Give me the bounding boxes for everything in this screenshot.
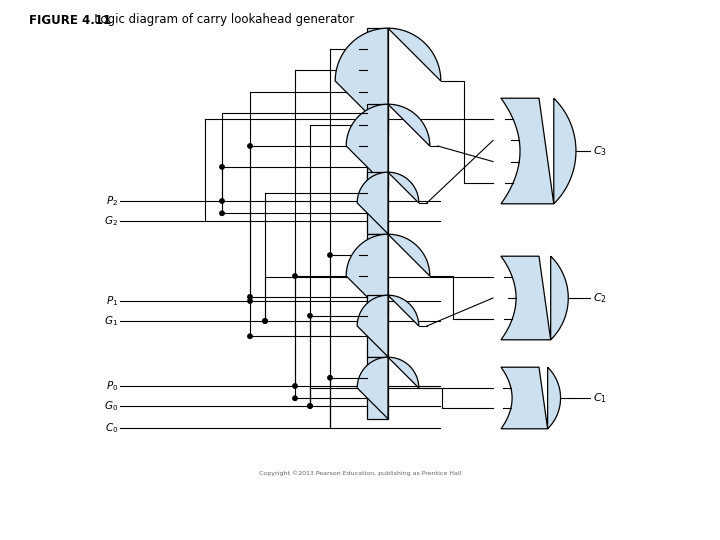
Circle shape: [248, 144, 252, 148]
Text: M. Morris Mano ■ Michael D. Ciletti: M. Morris Mano ■ Michael D. Ciletti: [151, 519, 287, 528]
Circle shape: [293, 384, 297, 388]
Text: $G_1$: $G_1$: [104, 314, 118, 328]
Polygon shape: [367, 234, 388, 318]
Circle shape: [293, 274, 297, 278]
Polygon shape: [367, 295, 388, 357]
Text: $C_3$: $C_3$: [593, 144, 607, 158]
Text: $C_1$: $C_1$: [593, 391, 607, 405]
Polygon shape: [501, 367, 561, 429]
Circle shape: [248, 334, 252, 339]
Text: $C_0$: $C_0$: [104, 421, 118, 435]
Polygon shape: [357, 295, 419, 357]
Polygon shape: [357, 172, 419, 234]
Text: $P_2$: $P_2$: [106, 194, 118, 208]
Text: Copyright ©2013 Pearson Education, publishing as Prentice Hall: Copyright ©2013 Pearson Education, publi…: [258, 470, 462, 476]
Text: ALWAYS LEARNING: ALWAYS LEARNING: [11, 509, 106, 517]
Circle shape: [308, 314, 312, 318]
Polygon shape: [501, 256, 568, 340]
Polygon shape: [367, 28, 388, 134]
Polygon shape: [346, 234, 430, 318]
Circle shape: [308, 404, 312, 408]
Text: $P_0$: $P_0$: [106, 379, 118, 393]
Circle shape: [293, 396, 297, 401]
Polygon shape: [367, 357, 388, 419]
Text: All rights reserved.: All rights reserved.: [468, 519, 541, 528]
Circle shape: [328, 253, 332, 257]
Circle shape: [248, 299, 252, 303]
Text: Logic diagram of carry lookahead generator: Logic diagram of carry lookahead generat…: [83, 14, 354, 26]
Circle shape: [308, 404, 312, 408]
Text: $P_1$: $P_1$: [106, 294, 118, 308]
Circle shape: [263, 319, 267, 323]
Text: $G_0$: $G_0$: [104, 399, 118, 413]
Circle shape: [220, 165, 224, 169]
Text: Copyright ©2013 by Pearson Education, Inc.: Copyright ©2013 by Pearson Education, In…: [468, 501, 639, 509]
Text: Digital Design: With an Introduction to the Verilog HDL, 5e: Digital Design: With an Introduction to …: [151, 501, 374, 509]
Polygon shape: [346, 104, 430, 188]
Polygon shape: [501, 98, 576, 204]
Text: PEARSON: PEARSON: [594, 504, 688, 522]
Circle shape: [248, 295, 252, 299]
Text: $G_2$: $G_2$: [104, 214, 118, 228]
Polygon shape: [357, 357, 419, 419]
Circle shape: [328, 375, 332, 380]
Polygon shape: [336, 28, 441, 134]
Circle shape: [220, 211, 224, 215]
Circle shape: [263, 319, 267, 323]
Text: $C_2$: $C_2$: [593, 291, 607, 305]
Circle shape: [220, 199, 224, 203]
Polygon shape: [367, 104, 388, 188]
Polygon shape: [367, 172, 388, 234]
Text: FIGURE 4.11: FIGURE 4.11: [29, 14, 111, 26]
